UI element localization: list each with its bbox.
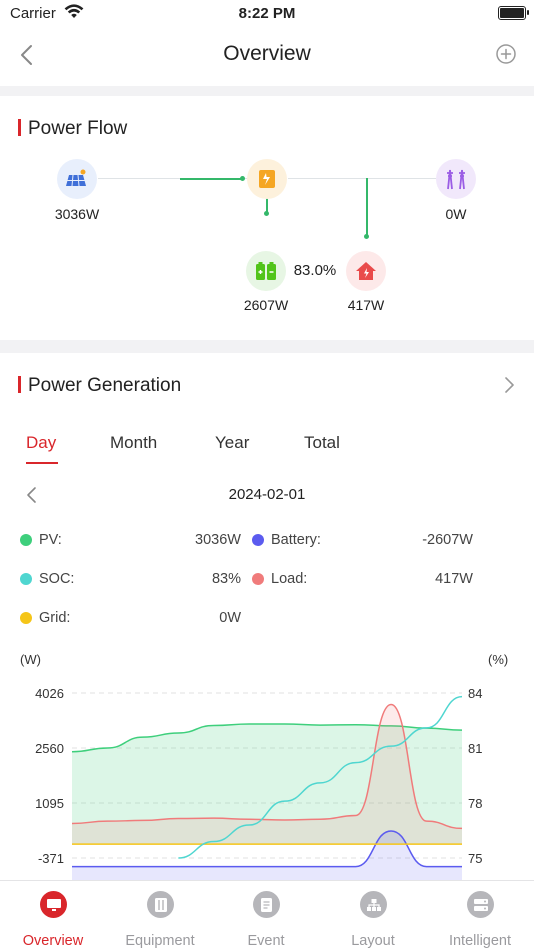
soc-legend-dot [20,573,32,585]
selected-date: 2024-02-01 [228,486,306,503]
back-chevron-icon[interactable] [14,40,42,70]
grid-tower-node[interactable] [436,159,476,199]
power-tower-icon [447,169,465,190]
battery-storage-icon [256,262,276,280]
solar-panel-node[interactable] [57,159,97,199]
carrier-label: Carrier [10,5,56,22]
home-load-node[interactable] [346,251,386,291]
battery-legend-label: Battery: [271,532,321,548]
status-bar: Carrier 8:22 PM [0,0,534,28]
tab-equipment-label: Equipment [125,933,195,949]
active-tab-indicator [26,462,58,464]
battery-series-line [71,830,462,868]
left-axis-unit: (W) [20,652,41,667]
title-accent [18,376,21,393]
load-power-value: 417W [347,297,385,313]
monitor-icon [40,891,67,918]
server-icon [467,891,494,918]
pv-legend-dot [20,534,32,546]
document-icon [253,891,280,918]
tab-event[interactable]: Event [213,881,319,951]
tab-overview[interactable]: Overview [0,881,106,951]
pv-legend-label: PV: [39,532,62,548]
load-flow-dot [364,234,369,239]
power-generation-title-text: Power Generation [28,375,182,396]
power-flow-title: Power Flow [18,118,127,140]
wifi-icon [64,4,84,18]
tab-bar: Overview Equipment Event Layout Intellig… [0,880,534,951]
page-title: Overview [223,42,311,65]
previous-date-icon[interactable] [24,485,40,505]
left-tick-label: 2560 [35,741,64,756]
pv-area [72,723,462,845]
load-series-line [71,703,463,830]
soc-legend-value: 83% [211,571,241,587]
clock: 8:22 PM [238,5,296,22]
pv-series-line [71,723,463,753]
battery-icon [498,6,529,20]
left-tick-label: -371 [38,851,64,866]
tab-layout-label: Layout [351,933,395,949]
tab-year[interactable]: Year [215,433,250,452]
battery-power-value: 2607W [243,297,289,313]
tab-layout[interactable]: Layout [320,881,426,951]
tab-intelligent[interactable]: Intelligent [427,881,533,951]
right-axis-unit: (%) [488,652,509,667]
battery-soc-value: 83.0% [293,262,337,279]
nav-bar: Overview [0,28,534,86]
battery-flow-segment [266,198,268,214]
left-tick-label: 4026 [35,686,64,701]
pv-legend-value: 3036W [195,532,241,548]
chevron-right-icon[interactable] [502,375,516,395]
right-tick-label: 75 [468,851,482,866]
tab-intelligent-label: Intelligent [448,933,512,949]
tab-event-label: Event [247,933,285,949]
load-area [72,704,462,845]
load-legend-dot [252,573,264,585]
tab-total[interactable]: Total [304,433,340,452]
grid-line [288,178,436,179]
grid-legend-label: Grid: [39,610,71,626]
equipment-icon [147,891,174,918]
tab-month[interactable]: Month [110,433,158,452]
load-flow-segment [366,178,368,236]
power-flow-card: Power Flow 3036W 0W [0,96,534,340]
right-tick-label: 78 [468,796,482,811]
grid-power-value: 0W [445,206,467,222]
pv-line [98,178,248,179]
power-generation-title: Power Generation [18,375,181,397]
solar-panel-icon [66,169,86,187]
right-tick-label: 84 [468,686,482,701]
inverter-icon [259,170,275,188]
grid-legend-dot [20,612,32,624]
inverter-node[interactable] [247,159,287,199]
power-generation-card: Power Generation Day Month Year Total 20… [0,353,534,883]
layout-icon [360,891,387,918]
soc-legend-label: SOC: [39,571,75,587]
tab-equipment[interactable]: Equipment [107,881,213,951]
battery-flow-dot [264,211,269,216]
pv-flow-segment [180,178,242,180]
load-legend-label: Load: [271,571,308,587]
tab-day[interactable]: Day [26,433,57,452]
tab-overview-label: Overview [22,933,84,949]
power-chart[interactable]: 4026 2560 1095 -371 84 81 78 75 [0,678,534,883]
left-tick-label: 1095 [35,796,64,811]
battery-area [72,830,462,883]
grid-legend-value: 0W [219,610,241,626]
battery-node[interactable] [246,251,286,291]
right-tick-label: 81 [468,741,482,756]
pv-flow-dot [240,176,245,181]
load-legend-value: 417W [435,571,473,587]
pv-power-value: 3036W [54,206,100,222]
soc-series-line [178,695,463,859]
battery-legend-dot [252,534,264,546]
home-icon [356,262,376,280]
battery-legend-value: -2607W [422,532,473,548]
power-flow-title-text: Power Flow [28,118,128,139]
title-accent [18,119,21,136]
add-circle-icon[interactable] [494,42,518,66]
